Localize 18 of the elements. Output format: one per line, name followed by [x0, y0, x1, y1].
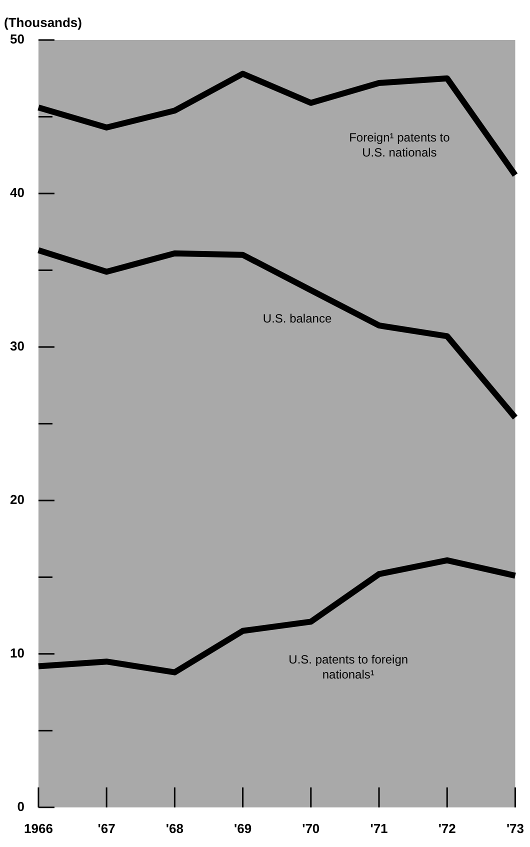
x-tick-label: '67: [98, 820, 116, 836]
text: U.S. patents to foreign nationals¹: [288, 652, 408, 682]
x-tick-label: '72: [438, 820, 456, 836]
x-tick-label: '69: [234, 820, 252, 836]
y-tick-label: 10: [10, 646, 24, 660]
y-tick-label: 50: [10, 32, 24, 47]
x-tick-label: '71: [370, 820, 388, 836]
x-tick-label: '70: [302, 820, 320, 836]
series-label: U.S. balance: [262, 312, 332, 326]
x-tick-label: 1966: [24, 820, 53, 836]
y-tick-label: 30: [10, 338, 24, 354]
x-tick-label: '68: [166, 820, 184, 836]
y-axis-title: (Thousands): [4, 15, 82, 30]
y-tick-label: 20: [10, 492, 24, 508]
y-tick-label: 0: [17, 798, 24, 814]
text: Foreign¹ patents to U.S. nationals: [349, 130, 450, 160]
x-tick-label: '73: [506, 820, 524, 836]
y-tick-label: 40: [10, 185, 24, 200]
